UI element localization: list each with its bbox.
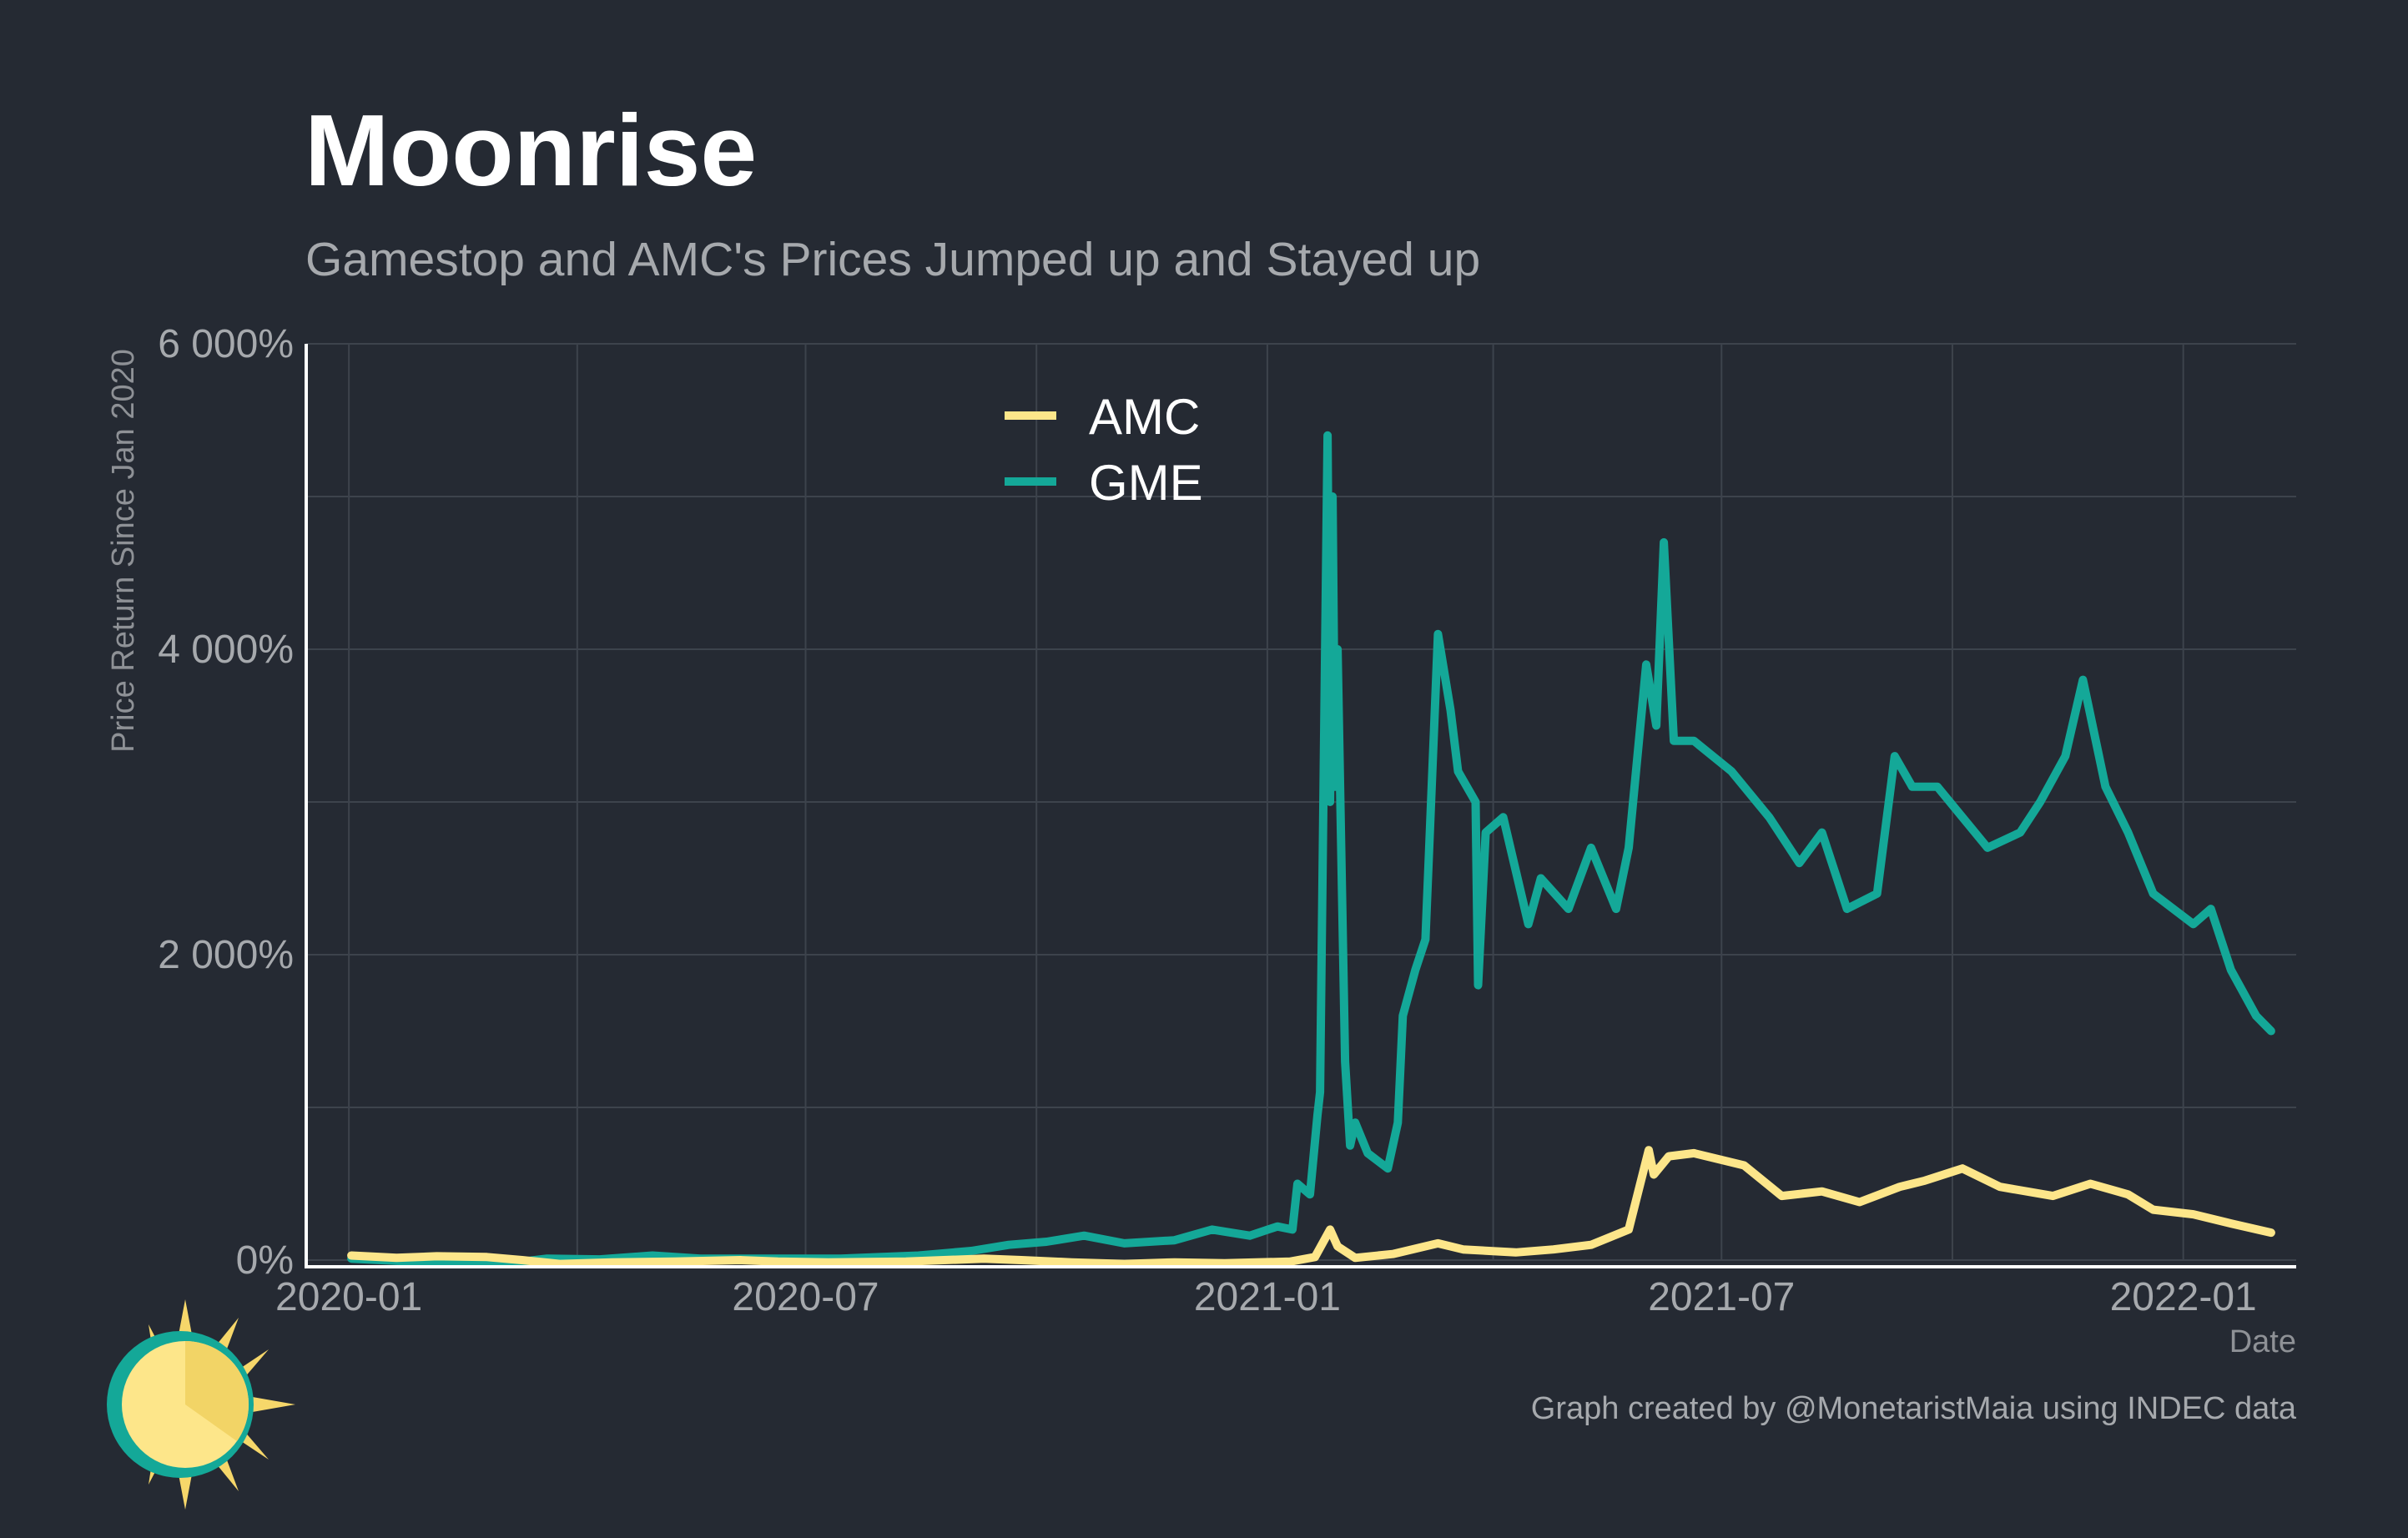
y-tick-label: 0%	[236, 1238, 294, 1283]
chart-title: Moonrise	[305, 93, 757, 207]
chart-caption: Graph created by @MonetaristMaia using I…	[1531, 1391, 2297, 1426]
x-tick-label: 2022-01	[2110, 1275, 2257, 1319]
legend-label-amc: AMC	[1089, 389, 1200, 445]
series-line-gme	[347, 431, 2275, 1268]
series-line-amc	[347, 1146, 2275, 1268]
x-axis-label: Date	[2229, 1324, 2296, 1359]
y-tick-label: 6 000%	[158, 322, 294, 366]
x-tick-label: 2020-01	[275, 1275, 422, 1319]
sun-shade	[185, 1341, 249, 1441]
sun-logo-icon	[107, 1299, 295, 1510]
x-tick-label: 2021-07	[1648, 1275, 1795, 1319]
x-tick-label: 2020-07	[732, 1275, 879, 1319]
y-axis-label: Price Return Since Jan 2020	[106, 349, 141, 753]
grid-lines	[306, 343, 2296, 1261]
y-tick-labels: 0% 2 000% 4 000% 6 000%	[158, 322, 294, 1283]
series-lines	[347, 431, 2275, 1268]
x-tick-label: 2021-01	[1194, 1275, 1341, 1319]
y-tick-label: 4 000%	[158, 628, 294, 672]
legend: AMC GME	[1005, 389, 1203, 511]
chart-subtitle: Gamestop and AMC's Prices Jumped up and …	[305, 233, 1480, 286]
legend-label-gme: GME	[1089, 455, 1203, 511]
y-tick-label: 2 000%	[158, 933, 294, 977]
x-tick-labels: 2020-01 2020-07 2021-01 2021-07 2022-01	[275, 1275, 2257, 1319]
